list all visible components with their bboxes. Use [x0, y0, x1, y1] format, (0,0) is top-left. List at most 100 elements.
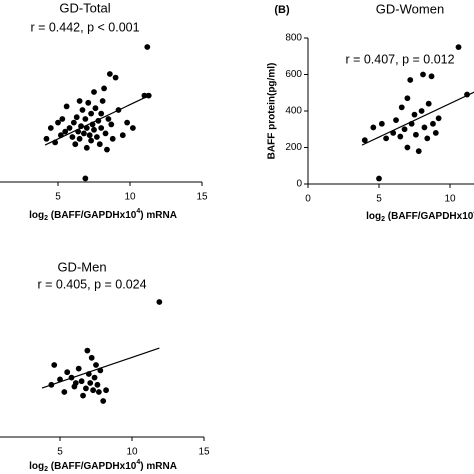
point — [93, 362, 99, 368]
y-tick-label: 200 — [285, 142, 302, 153]
x-tick-label: 5 — [55, 192, 61, 203]
point — [43, 135, 50, 142]
point — [407, 77, 414, 83]
point — [141, 92, 148, 99]
point — [64, 369, 71, 376]
point — [86, 132, 93, 139]
point — [62, 128, 69, 135]
trend-line — [361, 91, 474, 146]
point — [91, 89, 97, 95]
x-tick-label: 10 — [126, 447, 138, 458]
point — [424, 135, 431, 142]
point — [85, 371, 92, 377]
chart-title: GD-Total — [59, 0, 110, 15]
point — [93, 134, 100, 140]
point — [57, 376, 63, 383]
point — [109, 135, 116, 142]
point — [63, 103, 70, 110]
point — [95, 389, 102, 395]
point — [82, 175, 89, 182]
x-axis-label: log2 (BAFF/GAPDHx104) mRNA — [29, 208, 177, 222]
point — [421, 124, 428, 131]
point — [91, 126, 97, 133]
point — [51, 362, 58, 368]
point — [156, 299, 163, 305]
point — [47, 125, 54, 131]
x-axis-label-part: 4 — [136, 208, 140, 215]
point — [103, 387, 109, 394]
point — [90, 387, 97, 394]
x-tick-label: 15 — [196, 192, 208, 203]
y-tick-label: 800 — [285, 33, 302, 44]
annotation: r = 0.405, p = 0.024 — [37, 277, 146, 291]
point — [80, 392, 86, 399]
point — [76, 135, 83, 142]
point — [408, 120, 415, 127]
y-tick-label: 0 — [296, 179, 302, 190]
point — [145, 92, 152, 99]
point — [411, 111, 418, 118]
point — [48, 381, 55, 388]
point — [376, 175, 382, 182]
x-axis-label-part: 4 — [136, 459, 140, 466]
point — [70, 119, 77, 126]
point — [83, 385, 89, 392]
x-axis-label: log2 (BAFF/GAPDHx104) mRNA — [366, 209, 474, 223]
point — [88, 354, 95, 361]
x-axis-label-part: log — [29, 461, 44, 472]
point — [383, 135, 389, 142]
point — [84, 347, 91, 354]
point — [404, 95, 411, 102]
point — [393, 117, 399, 124]
point — [98, 125, 105, 131]
point — [455, 44, 462, 51]
point — [75, 365, 82, 372]
point — [91, 374, 98, 381]
x-axis-label-part: 2 — [381, 216, 385, 223]
point — [55, 119, 61, 126]
point — [115, 107, 122, 113]
x-axis-label-part: ) mRNA — [140, 210, 177, 221]
point — [85, 99, 92, 106]
point — [129, 125, 136, 131]
x-axis-label-part: 2 — [44, 215, 48, 222]
point — [88, 110, 95, 117]
point — [378, 120, 385, 127]
panel-label: (B) — [274, 4, 290, 16]
point — [73, 114, 80, 121]
point — [425, 100, 432, 107]
point — [99, 98, 106, 104]
x-axis-label-part: (BAFF/GAPDHx10 — [385, 211, 474, 222]
point — [464, 91, 470, 98]
point — [105, 116, 112, 122]
point — [82, 116, 89, 122]
x-axis-label-part: 2 — [44, 466, 48, 473]
chart-title: GD-Women — [376, 1, 444, 16]
point — [415, 148, 422, 155]
point — [401, 126, 408, 133]
point — [98, 110, 105, 117]
point — [89, 121, 96, 128]
x-axis-label-part: (BAFF/GAPDHx10 — [48, 210, 137, 221]
x-tick-label: 0 — [305, 194, 311, 205]
point — [420, 71, 426, 78]
annotation: r = 0.442, p < 0.001 — [30, 20, 139, 34]
x-tick-label: 15 — [198, 447, 210, 458]
point — [144, 44, 151, 50]
y-tick-label: 400 — [285, 106, 302, 117]
point — [66, 125, 73, 131]
point — [61, 389, 68, 395]
point — [87, 380, 94, 386]
point — [101, 85, 107, 92]
x-tick-label: 5 — [376, 194, 382, 205]
point — [418, 108, 425, 114]
point — [124, 119, 131, 126]
point — [96, 141, 103, 148]
point — [81, 130, 87, 137]
point — [119, 132, 126, 139]
point — [92, 105, 99, 112]
y-tick-label: 600 — [285, 69, 302, 80]
point — [83, 144, 90, 151]
